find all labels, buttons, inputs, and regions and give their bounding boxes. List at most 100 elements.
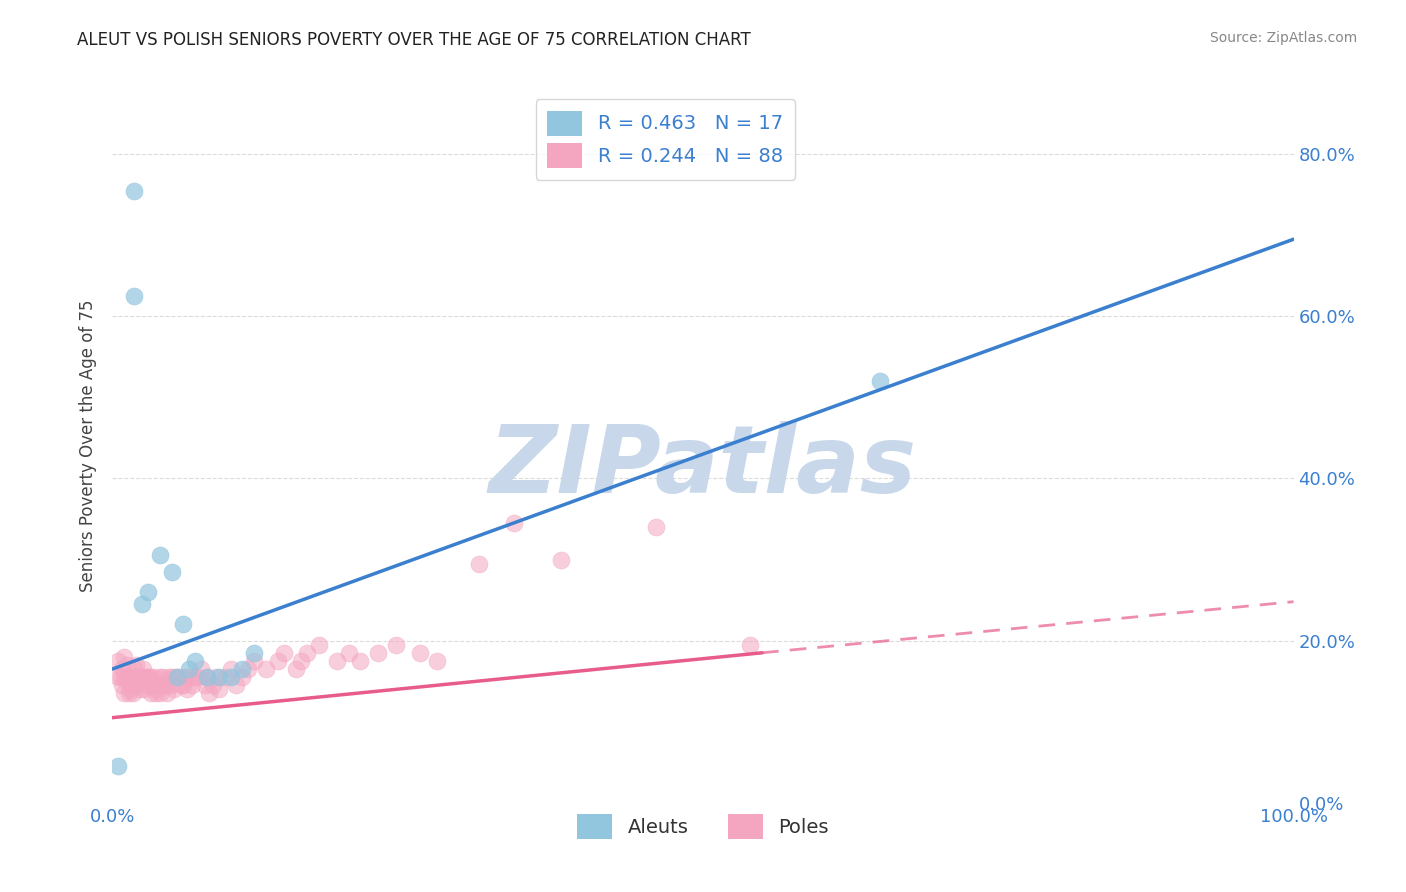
Point <box>143 682 166 697</box>
Point <box>139 670 162 684</box>
Point <box>180 678 202 692</box>
Point <box>408 646 430 660</box>
Point <box>112 686 135 700</box>
Point <box>198 686 221 700</box>
Text: Source: ZipAtlas.com: Source: ZipAtlas.com <box>1209 31 1357 45</box>
Point <box>426 654 449 668</box>
Point <box>124 678 146 692</box>
Point <box>117 674 139 689</box>
Point <box>115 670 138 684</box>
Point <box>467 557 489 571</box>
Point <box>184 654 207 668</box>
Point <box>385 638 408 652</box>
Point <box>149 670 172 684</box>
Point <box>267 654 290 668</box>
Point <box>644 520 666 534</box>
Point <box>243 654 266 668</box>
Text: ZIPatlas: ZIPatlas <box>489 421 917 514</box>
Text: ALEUT VS POLISH SENIORS POVERTY OVER THE AGE OF 75 CORRELATION CHART: ALEUT VS POLISH SENIORS POVERTY OVER THE… <box>77 31 751 49</box>
Point <box>136 585 159 599</box>
Point <box>186 670 208 684</box>
Point <box>190 662 212 676</box>
Point <box>121 686 143 700</box>
Point <box>159 678 181 692</box>
Point <box>165 670 187 684</box>
Point <box>146 678 169 692</box>
Point <box>120 670 142 684</box>
Point <box>503 516 526 530</box>
Point <box>127 670 149 684</box>
Point <box>149 549 172 563</box>
Point <box>740 638 762 652</box>
Point <box>120 682 142 697</box>
Point <box>141 686 163 700</box>
Point <box>131 670 153 684</box>
Point <box>125 657 148 672</box>
Point <box>118 686 141 700</box>
Point <box>112 649 135 664</box>
Point <box>138 678 160 692</box>
Y-axis label: Seniors Poverty Over the Age of 75: Seniors Poverty Over the Age of 75 <box>79 300 97 592</box>
Point <box>112 670 135 684</box>
Point <box>195 670 218 684</box>
Point <box>367 646 389 660</box>
Point <box>115 657 138 672</box>
Point <box>152 670 174 684</box>
Point <box>111 662 134 676</box>
Point <box>167 670 190 684</box>
Point <box>214 670 236 684</box>
Point <box>208 670 231 684</box>
Point <box>120 678 142 692</box>
Point <box>150 678 173 692</box>
Point <box>195 670 218 684</box>
Point <box>145 686 167 700</box>
Point <box>160 670 183 684</box>
Point <box>170 678 193 692</box>
Point <box>122 184 145 198</box>
Point <box>349 654 371 668</box>
Point <box>254 662 277 676</box>
Point <box>122 662 145 676</box>
Point <box>225 678 247 692</box>
Point <box>184 670 207 684</box>
Point <box>297 646 319 660</box>
Point <box>284 662 307 676</box>
Point <box>107 759 129 773</box>
Point <box>163 682 186 697</box>
Point <box>176 682 198 697</box>
Point <box>156 686 179 700</box>
Point <box>179 662 201 676</box>
Point <box>142 670 165 684</box>
Point <box>149 686 172 700</box>
Point <box>142 678 165 692</box>
Legend: Aleuts, Poles: Aleuts, Poles <box>569 806 837 847</box>
Point <box>194 678 217 692</box>
Point <box>337 646 360 660</box>
Point <box>136 670 159 684</box>
Point <box>157 670 180 684</box>
Point <box>550 552 572 566</box>
Point <box>326 654 349 668</box>
Point <box>219 662 242 676</box>
Point <box>134 682 156 697</box>
Point <box>166 670 188 684</box>
Point <box>172 617 194 632</box>
Point <box>174 670 197 684</box>
Point <box>231 670 253 684</box>
Point <box>290 654 312 668</box>
Point <box>208 682 231 697</box>
Point <box>125 678 148 692</box>
Point <box>273 646 295 660</box>
Point <box>131 597 153 611</box>
Point <box>132 662 155 676</box>
Point <box>160 565 183 579</box>
Point <box>205 670 228 684</box>
Point <box>107 670 129 684</box>
Point <box>128 682 150 697</box>
Point <box>135 670 157 684</box>
Point <box>243 646 266 660</box>
Point <box>155 678 177 692</box>
Point <box>219 670 242 684</box>
Point <box>111 678 134 692</box>
Point <box>308 638 330 652</box>
